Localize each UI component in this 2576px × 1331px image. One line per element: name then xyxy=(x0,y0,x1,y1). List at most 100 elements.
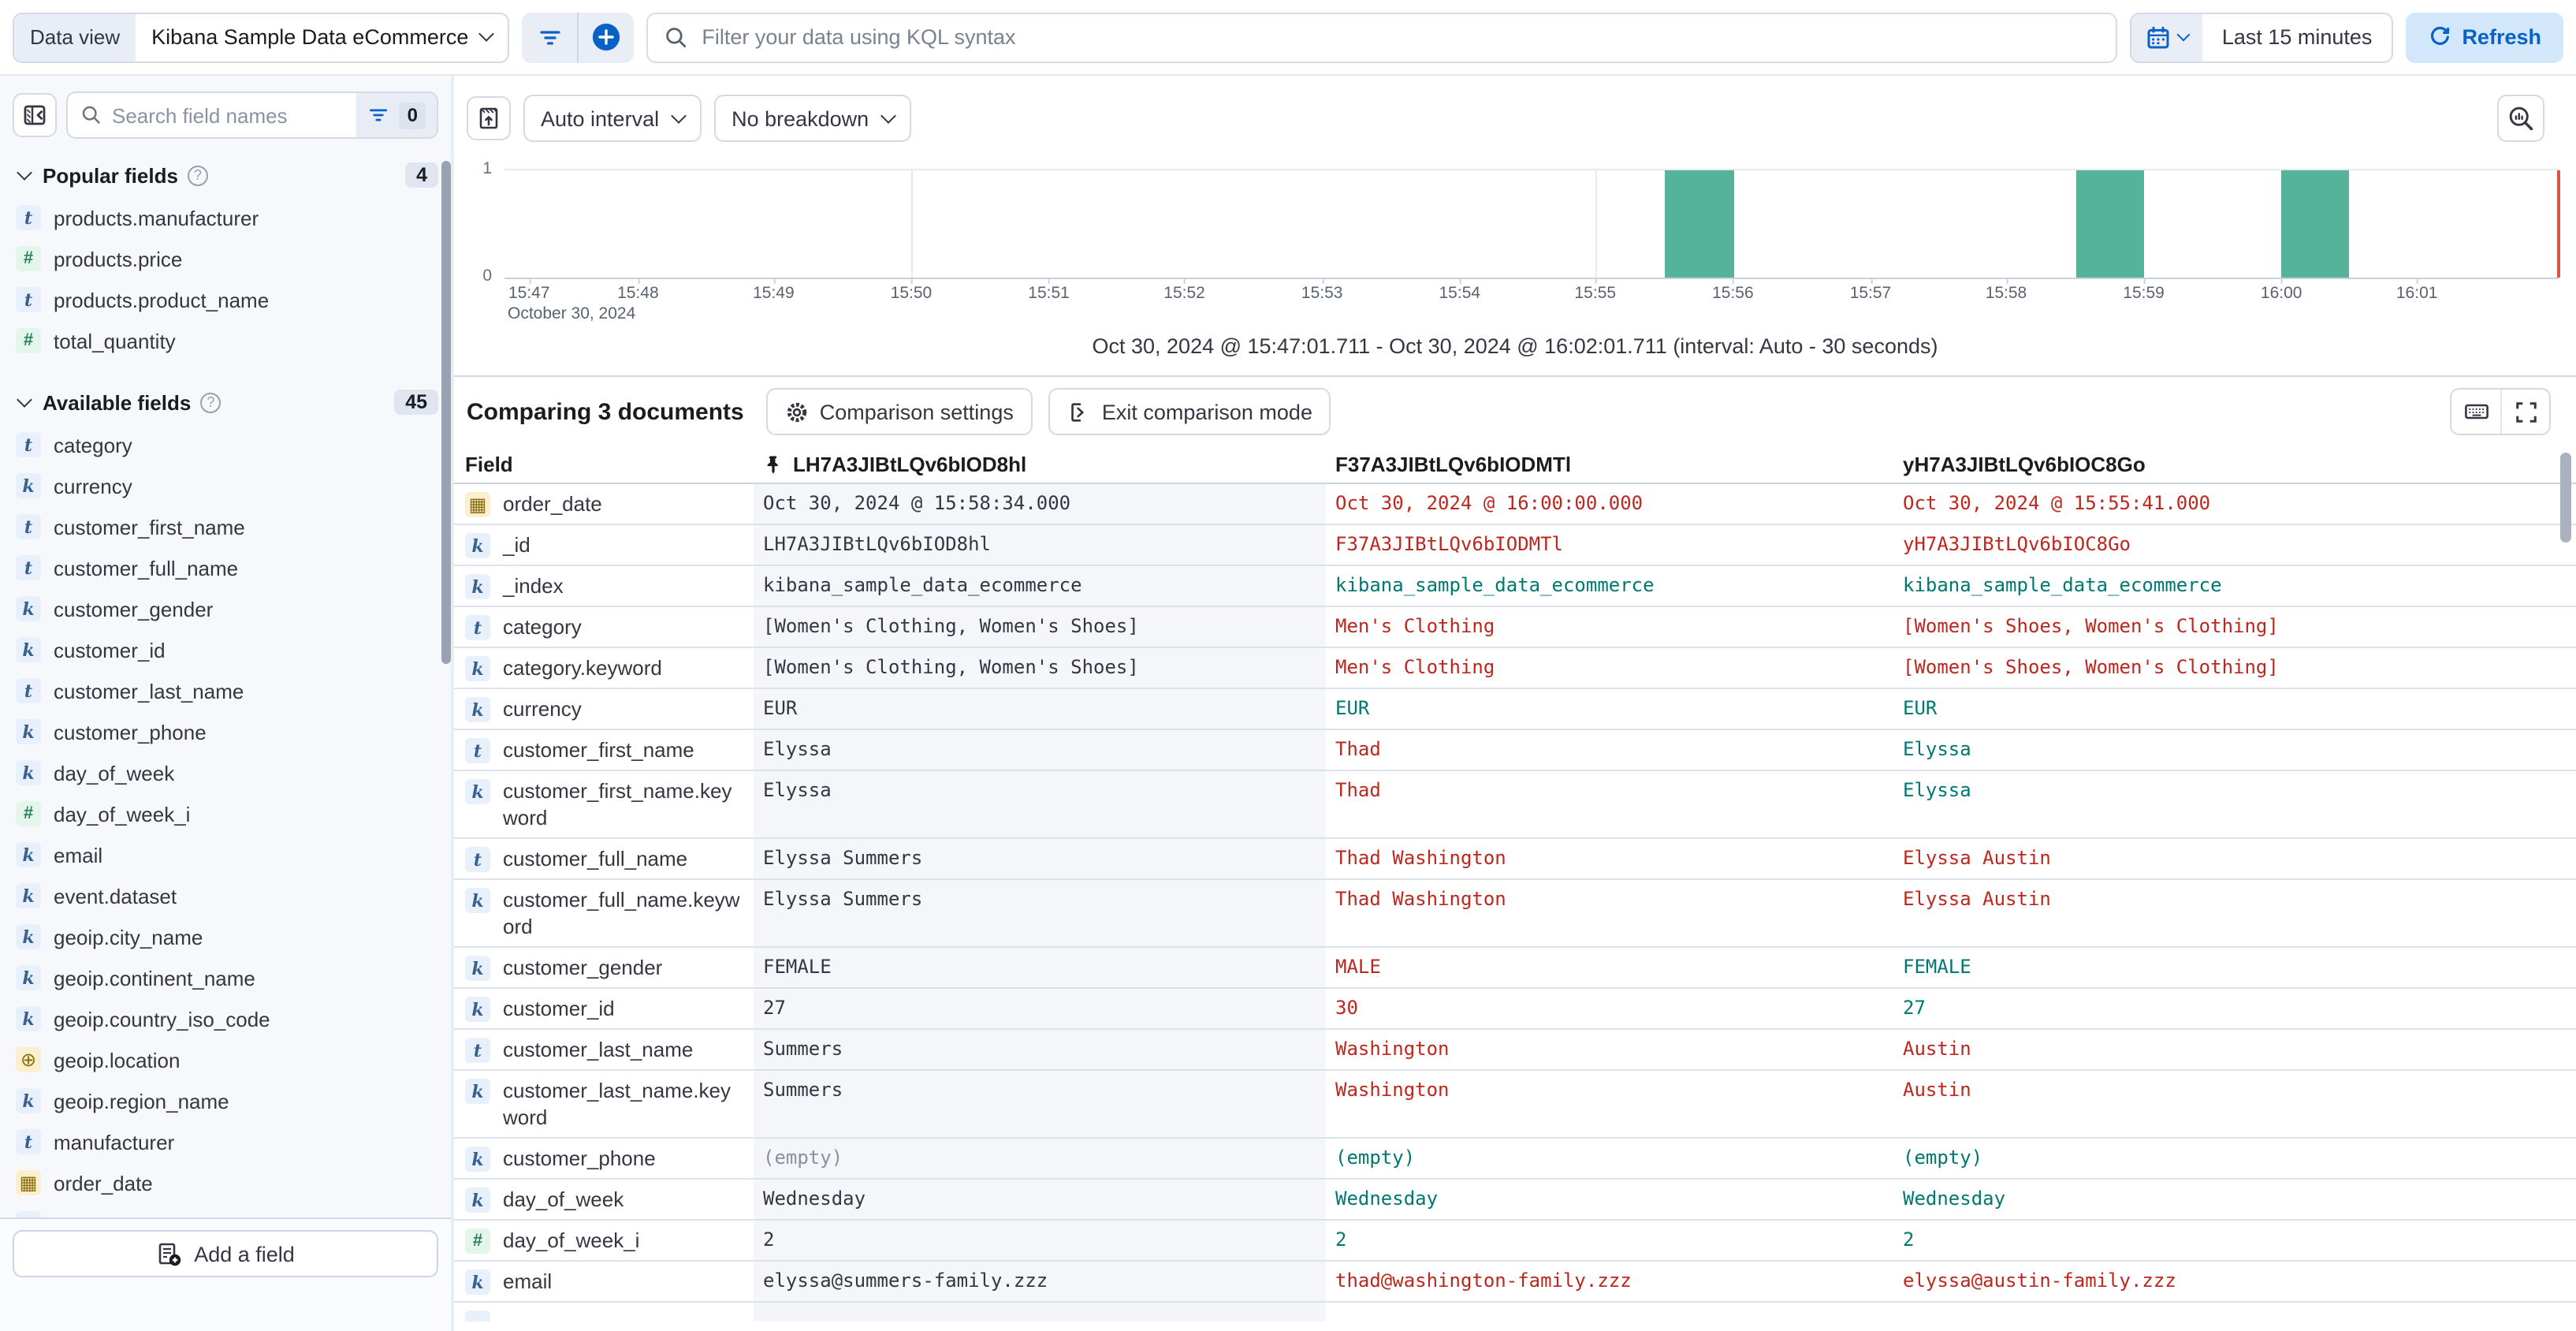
top-bar: Data view Kibana Sample Data eCommerce xyxy=(0,0,2576,76)
histogram-bar[interactable] xyxy=(1665,170,1734,278)
base-doc-column-header[interactable]: LH7A3JIBtLQv6bIOD8hl xyxy=(754,453,1326,476)
interval-select[interactable]: Auto interval xyxy=(523,95,702,142)
field-cell[interactable]: k customer_id xyxy=(454,989,754,1028)
data-view-picker[interactable]: Data view Kibana Sample Data eCommerce xyxy=(13,12,510,62)
table-scrollbar[interactable] xyxy=(2560,453,2571,542)
table-row: k customer_id 27 30 27 xyxy=(454,989,2576,1030)
table-body: ▦ order_date Oct 30, 2024 @ 15:58:34.000… xyxy=(454,484,2576,1322)
sidebar-field-item[interactable]: k customer_id xyxy=(0,629,451,670)
field-cell[interactable]: t category xyxy=(454,607,754,647)
field-type-icon xyxy=(465,1310,490,1322)
table-row xyxy=(454,1303,2576,1322)
doc-b-column-header[interactable]: yH7A3JIBtLQv6bIOC8Go xyxy=(1903,453,2146,476)
breakdown-select[interactable]: No breakdown xyxy=(714,95,912,142)
field-cell[interactable]: # day_of_week_i xyxy=(454,1221,754,1260)
exit-comparison-button[interactable]: Exit comparison mode xyxy=(1048,388,1331,435)
data-view-value[interactable]: Kibana Sample Data eCommerce xyxy=(136,13,508,61)
sidebar-field-item[interactable]: k event.dataset xyxy=(0,875,451,916)
field-cell[interactable]: k customer_last_name.keyword xyxy=(454,1071,754,1137)
collapse-sidebar-button[interactable] xyxy=(13,93,57,137)
field-cell[interactable]: k day_of_week xyxy=(454,1180,754,1219)
field-cell[interactable]: ▦ order_date xyxy=(454,484,754,524)
fullscreen-button[interactable] xyxy=(2500,390,2549,434)
hide-chart-icon xyxy=(479,107,498,129)
fullscreen-icon xyxy=(2515,401,2536,422)
base-value-cell: 2 xyxy=(754,1221,1326,1260)
sidebar-scrollbar[interactable] xyxy=(441,161,451,664)
field-type-icon: k xyxy=(465,888,490,913)
sidebar-field-item[interactable]: # day_of_week_i xyxy=(0,793,451,834)
keyboard-shortcuts-button[interactable] xyxy=(2451,390,2500,434)
sidebar-field-item[interactable]: t customer_last_name xyxy=(0,670,451,711)
sidebar-field-item[interactable]: k customer_phone xyxy=(0,711,451,752)
help-icon xyxy=(200,392,221,412)
pin-icon xyxy=(767,456,778,474)
plus-circle-icon xyxy=(593,23,620,51)
doc-a-value-cell: EUR xyxy=(1335,697,1370,719)
field-cell[interactable]: k _id xyxy=(454,525,754,565)
field-cell[interactable]: t customer_full_name xyxy=(454,839,754,878)
field-cell[interactable]: k customer_phone xyxy=(454,1139,754,1178)
sidebar-field-item[interactable]: k day_of_week xyxy=(0,752,451,793)
sidebar-field-item[interactable]: t products.manufacturer xyxy=(0,197,451,238)
chevron-down-icon xyxy=(2177,27,2191,41)
field-cell[interactable]: k _index xyxy=(454,566,754,606)
field-cell[interactable]: k customer_gender xyxy=(454,948,754,987)
histogram-bar[interactable] xyxy=(2281,170,2350,278)
plot-area[interactable] xyxy=(504,169,2560,279)
hide-chart-button[interactable] xyxy=(467,96,511,140)
sidebar-field-item[interactable]: t category xyxy=(0,424,451,465)
doc-a-column-header[interactable]: F37A3JIBtLQv6bIODMTl xyxy=(1335,453,1572,476)
field-cell[interactable]: t customer_last_name xyxy=(454,1030,754,1069)
histogram-chart[interactable]: 1 0 15:47 xyxy=(454,148,2576,331)
calendar-menu-button[interactable] xyxy=(2131,13,2203,61)
field-cell[interactable]: k email xyxy=(454,1262,754,1301)
sidebar-field-item[interactable]: t manufacturer xyxy=(0,1121,451,1162)
doc-b-value-cell: Austin xyxy=(1903,1079,1971,1101)
refresh-button[interactable]: Refresh xyxy=(2405,12,2563,62)
histogram-bar[interactable] xyxy=(2075,170,2145,278)
add-field-button[interactable]: Add a field xyxy=(13,1230,438,1277)
popular-fields-header[interactable]: Popular fields 4 xyxy=(0,148,451,197)
sidebar-field-item[interactable]: k currency xyxy=(0,465,451,506)
sidebar-field-item[interactable]: k geoip.city_name xyxy=(0,916,451,957)
comparison-settings-button[interactable]: Comparison settings xyxy=(765,388,1033,435)
sidebar-field-item[interactable]: k geoip.continent_name xyxy=(0,957,451,998)
table-row: k _index kibana_sample_data_ecommerce ki… xyxy=(454,566,2576,607)
available-fields-header[interactable]: Available fields 45 xyxy=(0,361,451,424)
field-name-label: order_date xyxy=(54,1171,153,1195)
doc-b-value-cell: EUR xyxy=(1903,697,1938,719)
tick-mark xyxy=(2005,278,2008,284)
filter-menu-button[interactable] xyxy=(522,12,577,62)
field-cell[interactable] xyxy=(454,1303,754,1322)
field-search-input[interactable]: Search field names 0 xyxy=(66,91,438,139)
sidebar-field-item[interactable]: k email xyxy=(0,834,451,875)
sidebar-field-item[interactable]: # products.price xyxy=(0,238,451,279)
sidebar-field-item[interactable]: k geoip.region_name xyxy=(0,1080,451,1121)
sidebar-field-item[interactable]: ⊕ geoip.location xyxy=(0,1039,451,1080)
time-range-value[interactable]: Last 15 minutes xyxy=(2202,13,2392,61)
sidebar-field-item[interactable]: k geoip.country_iso_code xyxy=(0,998,451,1039)
sidebar-field-item[interactable]: ▦ order_date xyxy=(0,1162,451,1203)
popular-fields-count: 4 xyxy=(405,162,438,188)
sidebar-field-item[interactable]: k customer_gender xyxy=(0,588,451,629)
tick-mark xyxy=(2281,278,2284,284)
add-filter-button[interactable] xyxy=(579,12,634,62)
field-cell[interactable]: k customer_full_name.keyword xyxy=(454,880,754,946)
field-cell[interactable]: k currency xyxy=(454,689,754,729)
field-filter-button[interactable]: 0 xyxy=(356,93,437,137)
kql-search-input[interactable]: Filter your data using KQL syntax xyxy=(646,12,2118,62)
sidebar-field-item[interactable]: t customer_full_name xyxy=(0,547,451,588)
sidebar-field-item[interactable]: # total_quantity xyxy=(0,320,451,361)
field-cell[interactable]: k category.keyword xyxy=(454,648,754,688)
field-cell[interactable]: k customer_first_name.keyword xyxy=(454,771,754,837)
y-axis-max-label: 1 xyxy=(482,159,492,178)
sidebar-field-item[interactable]: t products.product_name xyxy=(0,279,451,320)
doc-b-value-cell: elyssa@austin-family.zzz xyxy=(1903,1269,2176,1292)
sidebar-field-item[interactable]: t customer_first_name xyxy=(0,506,451,547)
field-name: email xyxy=(503,1269,553,1293)
field-type-icon: t xyxy=(465,615,490,640)
field-cell[interactable]: t customer_first_name xyxy=(454,730,754,770)
edit-visualization-button[interactable] xyxy=(2497,95,2544,142)
